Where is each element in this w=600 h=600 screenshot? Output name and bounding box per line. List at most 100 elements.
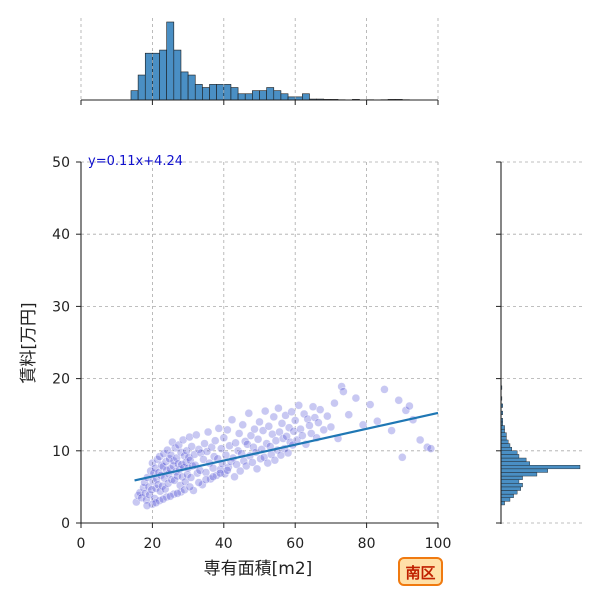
right-hist-bar [500,461,530,466]
scatter-point [234,429,244,438]
scatter-point [186,473,196,482]
right-hist-bar [500,432,507,437]
scatter-point [230,472,239,481]
scatter-point [181,458,191,467]
scatter-point [358,420,368,430]
scatter-point [233,446,243,455]
scatter-point [401,406,411,415]
scatter-point [223,425,232,435]
scatter-point [221,450,231,460]
scatter-point [294,401,303,410]
main-axes: 0 20 40 60 80 100 0 10 20 30 40 50 [52,155,451,552]
right-hist-bar [500,483,523,488]
right-hist-bar [500,436,507,441]
scatter-point [405,401,414,411]
region-badge-box [398,557,443,586]
scatter-point [153,455,162,464]
scatter-point [269,412,278,422]
scatter-point [151,498,161,507]
right-hist-bar [500,439,509,444]
scatter-point [426,444,436,453]
top-hist-bar [187,74,196,101]
top-hist-bar [130,90,139,101]
top-hist-bar [252,90,260,101]
right-hist-bar [500,446,512,452]
scatter-point [308,402,318,411]
scatter-point [248,458,257,467]
top-hist-bar [209,84,217,101]
scatter-point [163,445,172,455]
scatter-point [185,432,194,442]
scatter-point [200,439,209,448]
scatter-point [250,424,259,434]
scatter-point [202,447,212,456]
scatter-point [177,460,186,469]
right-hist-bar [500,493,514,498]
scatter-point [236,466,245,476]
scatter-point [261,406,270,416]
top-hist-bar [230,87,239,101]
scatter-point [142,501,152,510]
scatter-point [137,493,146,502]
scatter-point [298,431,307,440]
scatter-point [398,453,407,462]
scatter-point [274,404,283,413]
scatter-point [289,427,298,436]
scatter-point [263,458,272,468]
scatter-point [159,449,169,458]
scatter-point [380,385,389,394]
scatter-point [271,436,281,445]
scatter-point [158,462,168,471]
scatter-point [244,409,253,418]
scatter-point [163,479,173,488]
y-axis-title: 賃料[万円] [19,302,39,383]
scatter-point [284,423,294,432]
top-hist-bar [159,49,167,101]
scatter-point [337,382,346,391]
scatter-point [182,446,191,455]
scatter-point [192,430,201,440]
scatter-point [207,442,216,452]
scatter-point [310,413,320,422]
scatter-point [238,420,247,430]
y-tick-label: 10 [52,444,70,460]
scatter-point [326,422,336,432]
scatter-point [220,469,230,479]
scatter-point [387,426,396,435]
scatter-point [208,463,218,473]
top-hist-bar [216,84,225,101]
scatter-point [315,405,325,414]
x-tick-label: 40 [215,536,233,552]
top-hist-bar [273,90,282,101]
scatter-point [157,461,166,470]
scatter-point [135,488,145,497]
scatter-point [256,454,265,463]
top-hist-bar [259,90,267,101]
y-tick-label: 0 [61,516,70,532]
scatter-point [330,398,339,408]
top-hist-bar [166,21,175,101]
scatter-point [252,464,262,474]
scatter-point [216,465,225,474]
scatter-point [146,466,155,476]
top-marginal-histogram [80,18,439,101]
scatter-point [323,411,332,421]
scatter-point [185,482,195,492]
scatter-point [339,387,348,396]
scatter-point [219,433,229,443]
regression-equation: y=0.11x+4.24 [88,154,183,169]
y-tick-label: 50 [52,155,70,171]
scatter-point [373,416,382,426]
scatter-point [214,424,224,433]
region-badge-label: 南区 [405,564,435,582]
scatter-point [166,492,175,501]
right-hist-bar [500,443,511,448]
top-hist-bar [202,87,210,101]
y-tick-label: 40 [52,227,70,243]
scatter-point [139,483,148,492]
scatter-point [189,486,198,495]
scatter-point [186,455,195,465]
scatter-point [193,468,202,478]
scatter-point [183,470,192,479]
scatter-point [258,426,268,435]
